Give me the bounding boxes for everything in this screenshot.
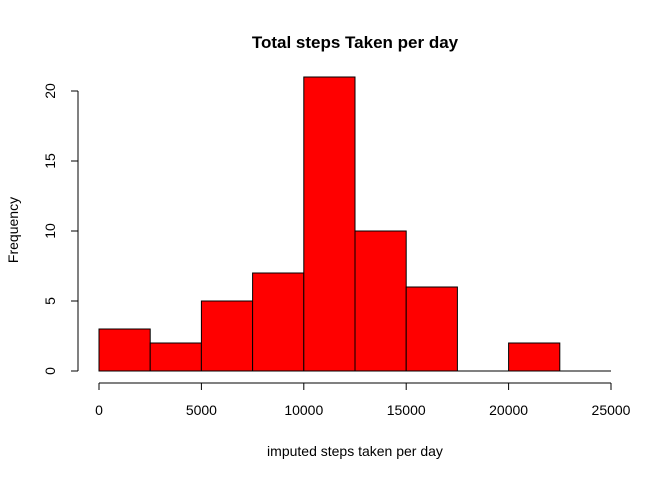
chart-title: Total steps Taken per day bbox=[252, 33, 459, 52]
x-axis: 0 5000 10000 15000 20000 25000 bbox=[95, 382, 631, 418]
x-tick-label: 5000 bbox=[186, 402, 217, 418]
y-tick-label: 10 bbox=[42, 223, 58, 239]
histogram-bar bbox=[354, 230, 407, 372]
histogram-bar bbox=[252, 272, 305, 372]
y-tick-label: 20 bbox=[42, 83, 58, 99]
y-tick-label: 0 bbox=[42, 367, 58, 375]
y-axis: 0 5 10 15 20 bbox=[42, 83, 79, 375]
x-tick-label: 25000 bbox=[592, 402, 631, 418]
y-axis-label: Frequency bbox=[5, 197, 21, 263]
x-tick-label: 0 bbox=[95, 402, 103, 418]
histogram-bars bbox=[98, 76, 611, 372]
x-tick-label: 15000 bbox=[387, 402, 426, 418]
x-axis-label: imputed steps taken per day bbox=[267, 443, 443, 459]
histogram-bar bbox=[303, 76, 356, 372]
y-tick-label: 15 bbox=[42, 153, 58, 169]
x-tick-label: 10000 bbox=[284, 402, 323, 418]
histogram-bar bbox=[508, 342, 561, 372]
histogram-bar bbox=[149, 342, 202, 372]
y-tick-label: 5 bbox=[42, 297, 58, 305]
histogram-bar bbox=[98, 328, 151, 372]
x-tick-label: 20000 bbox=[489, 402, 528, 418]
histogram-bar bbox=[200, 300, 254, 372]
histogram-bar bbox=[405, 286, 458, 372]
